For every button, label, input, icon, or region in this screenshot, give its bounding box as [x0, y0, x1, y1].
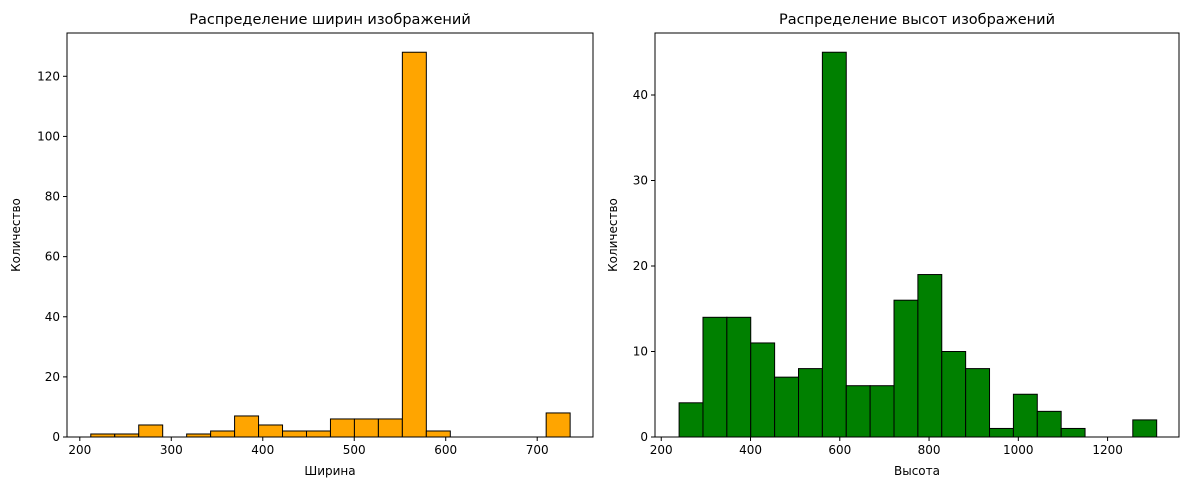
y-tick-label: 100: [37, 129, 60, 143]
bar: [1060, 427, 1086, 438]
chart-title: Распределение ширин изображений: [189, 12, 471, 28]
y-tick-label: 20: [633, 259, 648, 273]
x-tick-label: 800: [918, 443, 941, 457]
y-axis-label: Количество: [606, 198, 620, 272]
bar: [821, 51, 847, 438]
width-histogram: Распределение ширин изображений 0 20 40 60 8…: [9, 12, 594, 478]
bars: [90, 51, 571, 438]
bar: [258, 424, 284, 438]
x-tick-label: 700: [526, 443, 549, 457]
bar: [234, 415, 260, 438]
y-axis-label: Количество: [9, 198, 23, 272]
bar: [845, 385, 871, 438]
y-tick-label: 0: [52, 430, 60, 444]
bar: [401, 51, 427, 438]
x-tick-label: 500: [343, 443, 366, 457]
y-tick-label: 20: [45, 370, 60, 384]
y-tick-label: 10: [633, 344, 648, 358]
bar: [1036, 410, 1062, 438]
bar: [965, 368, 991, 438]
bar: [353, 418, 379, 438]
plot-frame: [66, 32, 594, 438]
x-axis: 200 300 400 500 600 700: [68, 437, 549, 457]
chart-title: Распределение высот изображений: [779, 12, 1055, 28]
bar: [329, 418, 355, 438]
bar: [1132, 419, 1158, 438]
x-axis-label: Ширина: [304, 464, 355, 478]
x-tick-label: 1000: [1003, 443, 1034, 457]
x-tick-label: 600: [434, 443, 457, 457]
y-tick-label: 120: [37, 69, 60, 83]
x-tick-label: 600: [828, 443, 851, 457]
bar: [750, 342, 776, 438]
bar: [305, 430, 331, 438]
height-histogram: Распределение высот изображений 0 10 20 30 4…: [606, 12, 1180, 478]
bar: [545, 412, 571, 438]
y-tick-label: 40: [45, 310, 60, 324]
bar: [989, 427, 1014, 438]
bar: [869, 385, 895, 438]
x-tick-label: 300: [160, 443, 183, 457]
bar: [893, 299, 919, 438]
y-axis: 0 10 20 30 40: [633, 88, 655, 444]
bar: [1012, 393, 1038, 438]
y-tick-label: 0: [640, 430, 648, 444]
plot-frame: [654, 32, 1180, 438]
y-tick-label: 30: [633, 173, 648, 187]
bar: [678, 402, 704, 438]
x-tick-label: 200: [68, 443, 91, 457]
y-tick-label: 60: [45, 250, 60, 264]
x-tick-label: 1200: [1092, 443, 1123, 457]
bar: [138, 424, 164, 438]
bar: [282, 430, 307, 438]
x-tick-label: 400: [251, 443, 274, 457]
bar: [210, 430, 236, 438]
y-axis: 0 20 40 60 80 100 120: [37, 69, 67, 444]
x-axis: 200 400 600 800 1000 1200: [650, 437, 1123, 457]
bar: [726, 316, 752, 438]
bar: [377, 418, 403, 438]
y-tick-label: 40: [633, 88, 648, 102]
y-tick-label: 80: [45, 190, 60, 204]
x-tick-label: 400: [739, 443, 762, 457]
bar: [425, 430, 451, 438]
x-tick-label: 200: [650, 443, 673, 457]
bar: [941, 351, 967, 438]
bar: [798, 368, 823, 438]
x-axis-label: Высота: [894, 464, 940, 478]
bar: [774, 376, 799, 438]
bar: [917, 274, 943, 438]
bar: [702, 316, 728, 438]
